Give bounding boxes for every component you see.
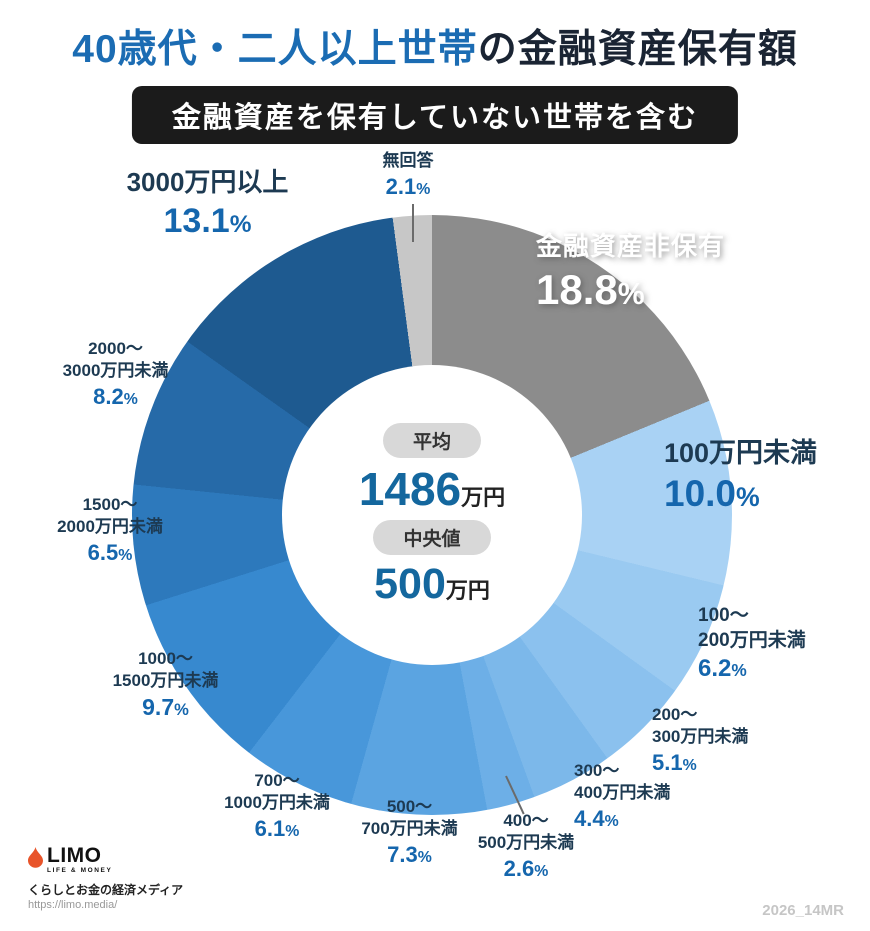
callout-percent: 13.1% bbox=[100, 202, 315, 241]
percent-sign: % bbox=[285, 823, 300, 841]
percent-value: 8.2 bbox=[93, 384, 124, 410]
callout-percent: 7.3% bbox=[352, 842, 467, 868]
callout-label: 700〜 1000万円未満 bbox=[224, 771, 330, 813]
callout-label: 100〜 200万円未満 bbox=[698, 605, 806, 651]
callout-label: 2000〜 3000万円未満 bbox=[62, 339, 169, 381]
leader-line-no-answer bbox=[412, 204, 414, 242]
callout-percent: 4.4% bbox=[574, 806, 684, 832]
average-value: 1486万円 bbox=[359, 465, 505, 513]
percent-value: 2.1 bbox=[385, 174, 417, 200]
subtitle-banner: 金融資産を保有していない世帯を含む bbox=[131, 86, 739, 144]
callout-label: 200〜 300万円未満 bbox=[652, 705, 749, 747]
callout-percent: 2.1% bbox=[348, 174, 468, 200]
average-pill: 平均 bbox=[382, 422, 481, 458]
callout-1500-2000: 1500〜 2000万円未満 6.5% bbox=[45, 494, 175, 566]
callout-percent: 6.5% bbox=[45, 540, 175, 566]
callout-200-300: 200〜 300万円未満 5.1% bbox=[652, 704, 772, 776]
callout-1000-1500: 1000〜 1500万円未満 9.7% bbox=[98, 648, 233, 721]
callout-2000-3000: 2000〜 3000万円未満 8.2% bbox=[48, 338, 183, 410]
doc-code: 2026_14MR bbox=[762, 902, 844, 919]
percent-value: 5.1 bbox=[652, 750, 683, 776]
callout-label: 3000万円以上 bbox=[126, 167, 289, 197]
callout-percent: 9.7% bbox=[98, 694, 233, 721]
callout-no-answer: 無回答 2.1% bbox=[348, 150, 468, 200]
title-suffix: の金融資産保有額 bbox=[477, 28, 798, 71]
callout-percent: 8.2% bbox=[48, 384, 183, 410]
donut-hole bbox=[282, 365, 582, 665]
percent-value: 7.3 bbox=[387, 842, 418, 868]
percent-sign: % bbox=[736, 482, 760, 513]
percent-sign: % bbox=[417, 849, 432, 867]
limo-logo-text: LIMO LIFE & MONEY bbox=[47, 845, 112, 875]
callout-percent: 2.6% bbox=[470, 856, 582, 882]
percent-sign: % bbox=[118, 547, 133, 565]
percent-value: 6.2 bbox=[698, 655, 732, 683]
median-pill: 中央値 bbox=[373, 520, 491, 556]
callout-label: 500〜 700万円未満 bbox=[361, 797, 458, 839]
title-highlight: 40歳代・二人以上世帯 bbox=[72, 28, 478, 71]
percent-sign: % bbox=[174, 700, 189, 720]
percent-value: 2.6 bbox=[503, 856, 535, 882]
percent-sign: % bbox=[123, 391, 138, 409]
percent-sign: % bbox=[229, 210, 252, 238]
callout-100-200: 100〜 200万円未満 6.2% bbox=[698, 604, 848, 683]
average-unit: 万円 bbox=[461, 484, 506, 510]
percent-value: 4.4 bbox=[574, 806, 605, 832]
percent-sign: % bbox=[682, 757, 697, 775]
callout-label: 無回答 bbox=[382, 151, 434, 170]
percent-value: 13.1 bbox=[163, 201, 230, 240]
callout-label: 金融資産非保有 bbox=[536, 231, 726, 261]
average-number: 1486 bbox=[358, 462, 462, 515]
percent-sign: % bbox=[731, 660, 747, 681]
callout-label: 1500〜 2000万円未満 bbox=[57, 495, 163, 537]
percent-sign: % bbox=[617, 277, 645, 311]
callout-percent: 10.0% bbox=[664, 473, 869, 515]
percent-value: 9.7 bbox=[142, 694, 175, 721]
percent-sign: % bbox=[416, 181, 431, 199]
callout-percent: 6.1% bbox=[212, 816, 342, 842]
footer-url: https://limo.media/ bbox=[28, 899, 118, 911]
percent-sign: % bbox=[534, 863, 549, 881]
callout-label: 100万円未満 bbox=[664, 438, 818, 468]
callout-3000-plus: 3000万円以上 13.1% bbox=[100, 166, 315, 241]
callout-300-400: 300〜 400万円未満 4.4% bbox=[574, 760, 684, 832]
page-title: 40歳代・二人以上世帯の金融資産保有額 bbox=[0, 18, 870, 74]
callout-no-financial-assets: 金融資産非保有 18.8% bbox=[536, 230, 766, 314]
callout-500-700: 500〜 700万円未満 7.3% bbox=[352, 796, 467, 868]
callout-label: 400〜 500万円未満 bbox=[477, 811, 575, 853]
callout-700-1000: 700〜 1000万円未満 6.1% bbox=[212, 770, 342, 842]
median-value: 500万円 bbox=[374, 562, 490, 607]
limo-logo: LIMO LIFE & MONEY bbox=[28, 845, 112, 875]
callout-percent: 18.8% bbox=[536, 266, 766, 314]
limo-subtitle: LIFE & MONEY bbox=[47, 867, 113, 874]
limo-flame-icon bbox=[28, 846, 43, 873]
median-unit: 万円 bbox=[445, 578, 490, 604]
callout-label: 300〜 400万円未満 bbox=[574, 761, 671, 803]
percent-value: 6.5 bbox=[87, 540, 119, 566]
limo-name: LIMO bbox=[47, 844, 102, 867]
callout-percent: 6.2% bbox=[698, 655, 848, 683]
callout-under-100: 100万円未満 10.0% bbox=[664, 436, 869, 515]
percent-value: 10.0 bbox=[664, 473, 737, 515]
percent-value: 18.8 bbox=[536, 265, 618, 313]
percent-value: 6.1 bbox=[254, 816, 286, 842]
median-number: 500 bbox=[374, 560, 446, 609]
footer-tagline: くらしとお金の経済メディア bbox=[28, 883, 184, 897]
percent-sign: % bbox=[604, 813, 619, 831]
center-stats: 平均 1486万円 中央値 500万円 bbox=[272, 365, 592, 665]
callout-label: 1000〜 1500万円未満 bbox=[112, 649, 219, 691]
callout-percent: 5.1% bbox=[652, 750, 772, 776]
callout-400-500: 400〜 500万円未満 2.6% bbox=[470, 810, 582, 882]
